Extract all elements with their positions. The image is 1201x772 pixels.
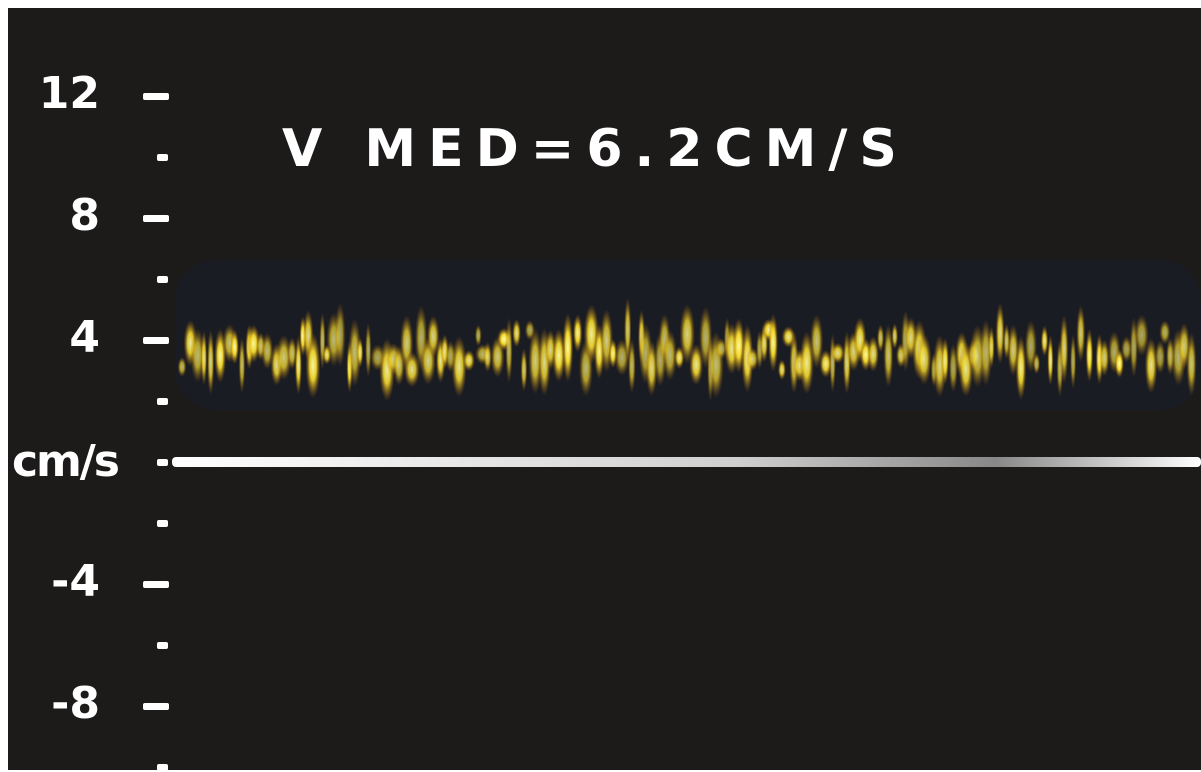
speckle: [628, 339, 636, 394]
speckle: [207, 329, 214, 395]
scale-label: -8: [51, 678, 100, 729]
baseline: [172, 457, 1201, 467]
speckle: [1041, 325, 1048, 356]
minor-tick: [157, 642, 168, 649]
speckle: [988, 326, 994, 368]
speckle: [1070, 334, 1076, 389]
speckle: [778, 359, 786, 380]
speckle: [829, 333, 835, 393]
zero-tick: [157, 459, 168, 466]
speckle: [1186, 332, 1196, 396]
major-tick: [143, 337, 169, 344]
major-tick: [143, 93, 169, 100]
minor-tick: [157, 398, 168, 405]
speckle: [831, 343, 845, 364]
speckle: [475, 325, 482, 347]
speckle: [463, 350, 475, 371]
speckle: [768, 314, 778, 372]
speckle: [1086, 328, 1094, 382]
speckle: [562, 313, 573, 382]
speckle: [996, 302, 1005, 364]
minor-tick: [157, 764, 168, 771]
scale-label: 12: [39, 68, 100, 119]
speckle: [1016, 335, 1027, 400]
speckle: [573, 314, 582, 352]
major-tick: [143, 703, 169, 710]
speckle: [335, 302, 346, 367]
speckle: [917, 334, 932, 385]
speckle: [357, 337, 364, 367]
speckle: [1155, 340, 1166, 374]
speckle: [1099, 339, 1109, 376]
doppler-screen: V MED=6.2CM/S 12 8 4 -4 -8 cm/s: [0, 0, 1201, 772]
speckle: [1047, 335, 1053, 386]
speckle: [178, 357, 187, 377]
speckle: [483, 342, 491, 372]
minor-tick: [157, 154, 168, 161]
speckle: [505, 317, 512, 383]
scale-label: 4: [69, 312, 100, 363]
speckle: [201, 330, 208, 385]
minor-tick: [157, 276, 168, 283]
speckle: [521, 348, 528, 392]
measurement-label: V MED=6.2CM/S: [282, 119, 909, 179]
speckle: [1033, 353, 1040, 374]
speckle: [230, 330, 239, 365]
speckle: [239, 337, 246, 393]
speckle: [365, 322, 371, 378]
speckle: [1060, 314, 1069, 383]
unit-label: cm/s: [12, 436, 120, 487]
speckle: [941, 338, 949, 385]
speckle: [306, 332, 321, 398]
speckle: [891, 323, 898, 349]
scale-label: -4: [51, 556, 100, 607]
speckle: [512, 319, 521, 348]
major-tick: [143, 581, 169, 588]
speckle: [1076, 305, 1085, 362]
major-tick: [143, 215, 169, 222]
speckle: [1145, 338, 1158, 394]
scale-label: 8: [69, 190, 100, 241]
minor-tick: [157, 520, 168, 527]
speckle: [877, 324, 884, 352]
